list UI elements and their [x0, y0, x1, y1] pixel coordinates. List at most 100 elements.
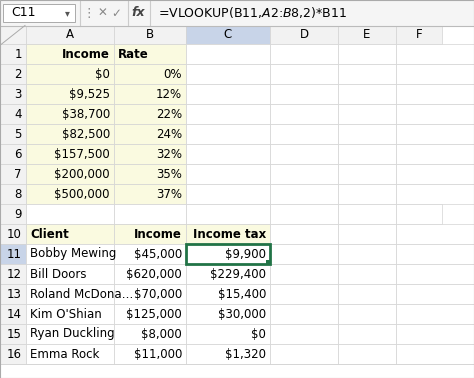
Bar	[396, 26, 442, 44]
Text: ✓: ✓	[111, 6, 121, 20]
Text: Income: Income	[134, 228, 182, 240]
Bar	[186, 244, 270, 264]
Bar	[396, 264, 474, 284]
Bar	[186, 26, 270, 44]
Bar	[0, 224, 26, 244]
Bar	[396, 324, 474, 344]
Bar	[270, 264, 338, 284]
Bar	[186, 44, 270, 64]
Bar	[114, 104, 186, 124]
Bar	[0, 184, 26, 204]
Bar	[114, 304, 186, 324]
Bar	[186, 124, 270, 144]
Bar	[114, 184, 186, 204]
Bar	[0, 84, 26, 104]
Bar	[114, 26, 186, 44]
Text: F: F	[416, 28, 422, 42]
Bar	[338, 244, 396, 264]
Bar	[26, 104, 114, 124]
Bar	[396, 44, 474, 64]
Text: 16: 16	[7, 347, 22, 361]
Text: 8: 8	[15, 187, 22, 200]
Bar	[186, 64, 270, 84]
Bar	[396, 64, 474, 84]
Bar	[338, 164, 396, 184]
Text: $15,400: $15,400	[218, 288, 266, 301]
Text: 14: 14	[7, 307, 22, 321]
Bar	[0, 364, 474, 378]
Text: Rate: Rate	[118, 48, 149, 60]
Text: $0: $0	[251, 327, 266, 341]
Bar	[338, 304, 396, 324]
Bar	[396, 204, 442, 224]
Bar	[26, 304, 114, 324]
Text: $30,000: $30,000	[218, 307, 266, 321]
Bar	[114, 164, 186, 184]
Bar	[396, 144, 474, 164]
Bar	[266, 260, 270, 264]
Bar	[0, 324, 26, 344]
Bar	[114, 84, 186, 104]
Bar	[396, 104, 474, 124]
Bar	[26, 44, 114, 64]
Text: Bobby Mewing: Bobby Mewing	[30, 248, 117, 260]
Text: $11,000: $11,000	[134, 347, 182, 361]
Bar	[270, 104, 338, 124]
Bar	[26, 164, 114, 184]
Text: C11: C11	[11, 6, 36, 20]
Bar	[396, 164, 474, 184]
Bar	[26, 344, 114, 364]
Text: fx: fx	[131, 6, 145, 20]
Bar	[270, 304, 338, 324]
Bar	[270, 64, 338, 84]
Bar	[338, 344, 396, 364]
Bar	[396, 224, 474, 244]
Text: 24%: 24%	[156, 127, 182, 141]
Bar	[270, 184, 338, 204]
Bar	[338, 64, 396, 84]
Text: 5: 5	[15, 127, 22, 141]
Bar	[338, 84, 396, 104]
Text: ⋮: ⋮	[83, 6, 95, 20]
Text: $70,000: $70,000	[134, 288, 182, 301]
Bar	[26, 204, 114, 224]
Bar	[338, 284, 396, 304]
Bar	[186, 144, 270, 164]
Text: A: A	[66, 28, 74, 42]
Text: 1: 1	[15, 48, 22, 60]
Bar	[338, 184, 396, 204]
Text: 9: 9	[15, 208, 22, 220]
Bar	[338, 124, 396, 144]
Bar	[270, 124, 338, 144]
Bar	[26, 26, 114, 44]
Text: $9,525: $9,525	[69, 87, 110, 101]
Bar	[186, 284, 270, 304]
Bar	[270, 344, 338, 364]
Bar	[396, 184, 474, 204]
Bar	[270, 144, 338, 164]
Bar	[338, 204, 396, 224]
Bar	[0, 204, 26, 224]
Bar	[186, 84, 270, 104]
Bar	[270, 164, 338, 184]
Bar	[0, 244, 26, 264]
Text: 10: 10	[7, 228, 22, 240]
Bar	[270, 44, 338, 64]
Text: 12%: 12%	[156, 87, 182, 101]
Text: $8,000: $8,000	[141, 327, 182, 341]
Text: 32%: 32%	[156, 147, 182, 161]
Bar	[26, 64, 114, 84]
Bar	[114, 64, 186, 84]
Bar	[270, 324, 338, 344]
Text: 6: 6	[15, 147, 22, 161]
Text: $229,400: $229,400	[210, 268, 266, 280]
Text: $38,700: $38,700	[62, 107, 110, 121]
Bar	[26, 124, 114, 144]
Bar	[26, 84, 114, 104]
Text: $9,900: $9,900	[225, 248, 266, 260]
Bar	[26, 264, 114, 284]
Text: 13: 13	[7, 288, 22, 301]
Bar	[338, 324, 396, 344]
Bar	[186, 224, 270, 244]
Bar	[114, 264, 186, 284]
